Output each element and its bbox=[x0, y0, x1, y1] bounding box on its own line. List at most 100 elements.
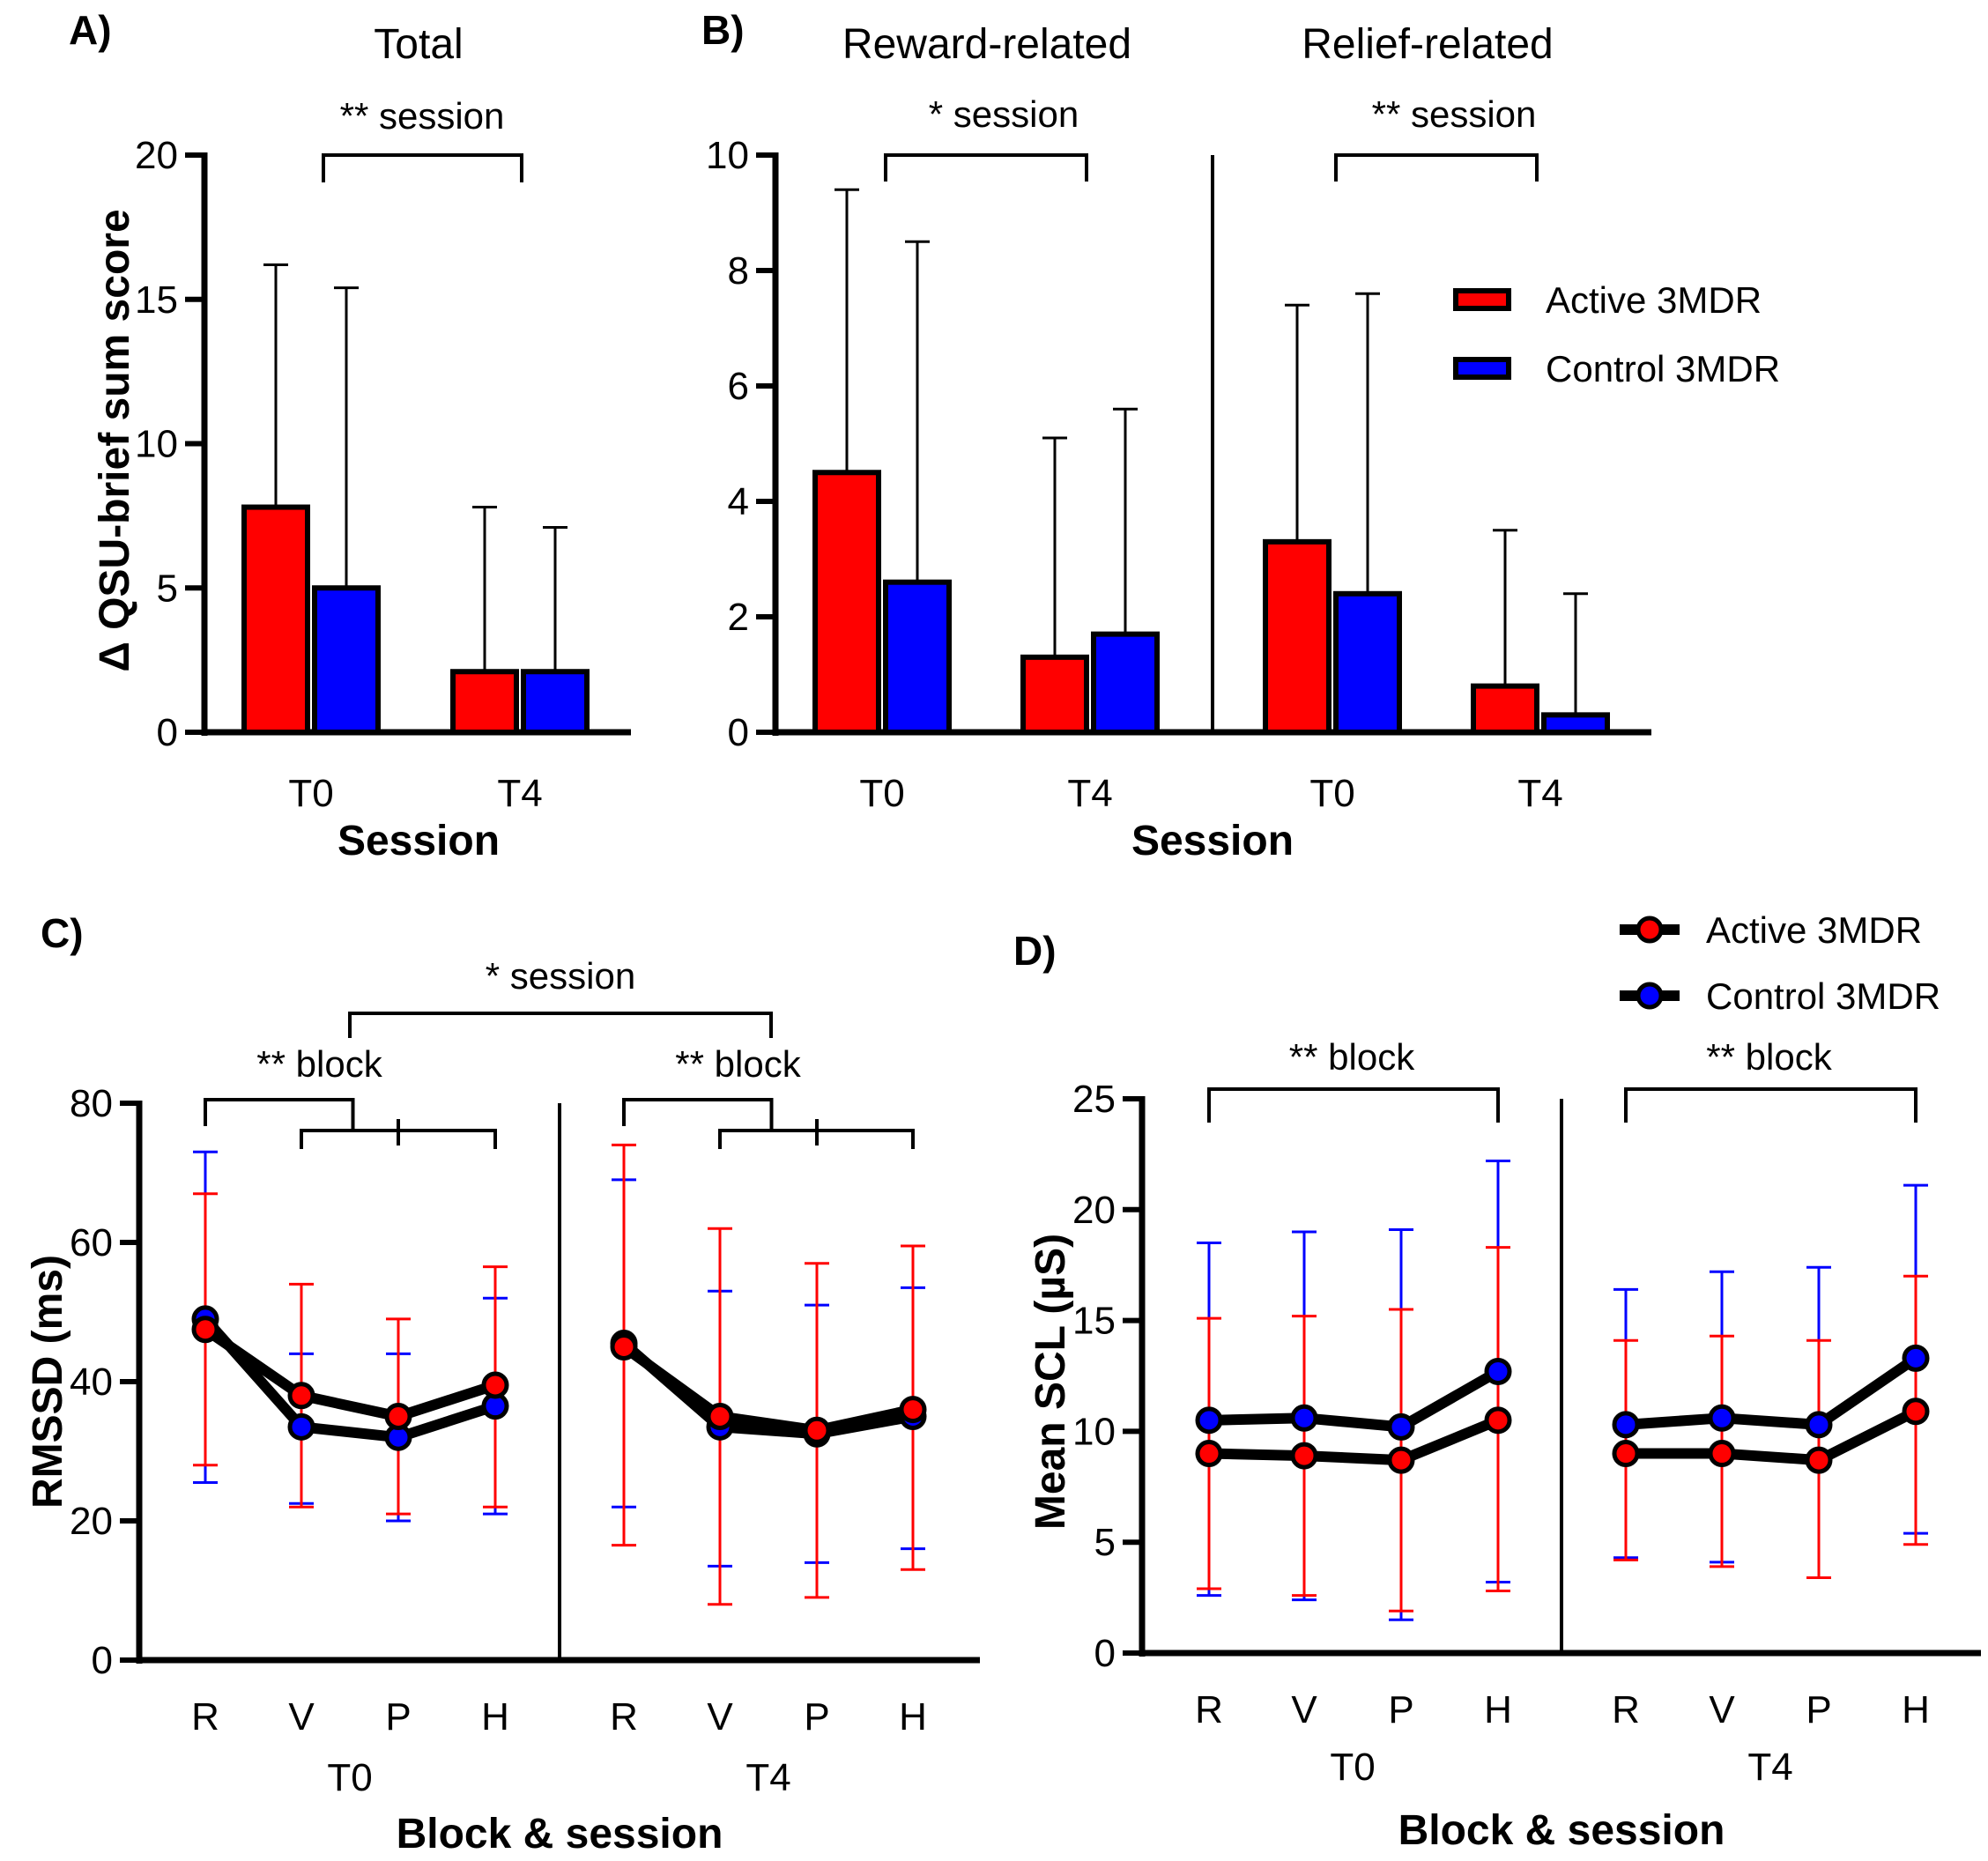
panel-d-t4-active-line bbox=[1621, 1405, 1921, 1466]
panel-b-relief-control-t4-bar bbox=[1541, 712, 1610, 735]
panel-d-t4-active-point bbox=[1612, 1440, 1640, 1468]
panel-d-y-axis-title: Mean SCL (µS) bbox=[1027, 1234, 1074, 1530]
panel-b-reward-active-t0-bar bbox=[812, 470, 881, 735]
panel-d-t0-active-line bbox=[1204, 1414, 1503, 1466]
panel-a-y-axis-title: Δ QSU-brief sum score bbox=[92, 209, 138, 671]
panel-c-t4-active-line bbox=[619, 1341, 918, 1436]
panel-d-legend-control-label: Control 3MDR bbox=[1706, 975, 1940, 1017]
panel-d-t4-session-label: T4 bbox=[1747, 1746, 1792, 1789]
panel-a-sig-bracket bbox=[322, 153, 523, 182]
panel-d-t0-block-bracket bbox=[1207, 1087, 1500, 1123]
panel-d-t4-control-point bbox=[1902, 1344, 1930, 1372]
panel-b-label: B) bbox=[701, 7, 745, 53]
panel-d-t0-control-point bbox=[1484, 1357, 1512, 1385]
panel-b-relief-control-t0-bar bbox=[1333, 590, 1402, 735]
panel-a-y-tick-label: 20 bbox=[135, 134, 178, 177]
panel-d-t4-block-bracket bbox=[1624, 1087, 1918, 1123]
panel-b-reward-title: Reward-related bbox=[842, 21, 1131, 68]
panel-d-t0-active-point bbox=[1290, 1442, 1318, 1470]
panel-c-t0-x-tick-label: H bbox=[481, 1695, 509, 1739]
panel-c-t4-active-point bbox=[706, 1403, 734, 1430]
panel-d-t0-x-tick-label: R bbox=[1195, 1688, 1223, 1731]
panel-b-relief-active-t0-bar bbox=[1263, 538, 1332, 735]
panel-d-t4-active-point bbox=[1708, 1440, 1736, 1468]
panel-c-y-tick-label: 40 bbox=[70, 1361, 113, 1404]
panel-c-t4-active-point bbox=[803, 1416, 831, 1444]
panel-d-legend-active-label: Active 3MDR bbox=[1706, 909, 1922, 951]
panel-b-relief-title: Relief-related bbox=[1302, 21, 1553, 68]
panel-d-legend-control-marker bbox=[1636, 982, 1664, 1010]
panel-b-y-tick-label: 8 bbox=[728, 249, 749, 293]
panel-d-t4-x-tick-label: H bbox=[1902, 1688, 1930, 1731]
panel-c-t0-control-line bbox=[200, 1313, 501, 1443]
panel-d-t4-active-point bbox=[1805, 1446, 1833, 1474]
panel-b-relief-active-t4-bar bbox=[1471, 683, 1539, 735]
panel-a-y-tick-label: 5 bbox=[157, 567, 178, 610]
panel-a-label: A) bbox=[69, 7, 112, 53]
panel-b-reward-control-t4-bar bbox=[1091, 631, 1160, 736]
panel-b-relief-sig-bracket bbox=[1334, 153, 1539, 182]
panel-c-y-tick-label: 60 bbox=[70, 1221, 113, 1264]
panel-c-y-tick-label: 20 bbox=[70, 1500, 113, 1543]
panel-c-t4-session-label: T4 bbox=[746, 1756, 790, 1799]
panel-d-t0-block-sig-label: ** block bbox=[1289, 1036, 1415, 1078]
panel-c-t4-x-tick-label: R bbox=[610, 1695, 638, 1739]
panel-d: D) 0 5 10 15 20 25 R V P H T0 R V P H T4 Block & session M… bbox=[1013, 909, 1981, 1854]
panel-d-y-tick-label: 15 bbox=[1072, 1300, 1116, 1343]
panel-b-y-tick-label: 2 bbox=[728, 596, 749, 639]
panel-a-title: Total bbox=[374, 21, 463, 68]
panel-b-relief-sig-label: ** session bbox=[1372, 93, 1537, 135]
panel-c-t4-x-tick-label: V bbox=[707, 1695, 733, 1739]
panel-b-y-tick-label: 4 bbox=[728, 480, 749, 523]
panel-b-legend-swatch-active bbox=[1453, 288, 1511, 311]
panel-c-t4-block-sig-label: ** block bbox=[675, 1043, 801, 1085]
panel-d-t4-control-line bbox=[1621, 1353, 1921, 1430]
panel-c-t0-block-bracket-bottom bbox=[300, 1119, 497, 1149]
panel-b-x-axis-title: Session bbox=[1131, 818, 1294, 864]
panel-d-t4-x-tick-label: V bbox=[1709, 1688, 1735, 1731]
panel-c-t0-session-label: T0 bbox=[327, 1756, 372, 1799]
panel-d-y-tick-label: 25 bbox=[1072, 1078, 1116, 1121]
panel-b: B) 0 2 4 6 8 10 Reward-related T0 T4 * session Reli… bbox=[701, 7, 1780, 864]
panel-d-t4-control-point bbox=[1708, 1404, 1736, 1432]
panel-c-t4-active-point bbox=[899, 1396, 927, 1424]
panel-c: C) 0 20 40 60 80 R V P H T0 R V P H T4 Block & session RM… bbox=[25, 910, 980, 1857]
panel-b-reward-sig-label: * session bbox=[929, 93, 1079, 135]
panel-b-legend-label-control: Control 3MDR bbox=[1546, 348, 1780, 389]
panel-a-active-t4-bar bbox=[450, 669, 519, 735]
panel-d-t0-active-point bbox=[1195, 1440, 1223, 1468]
panel-c-y-tick-label: 80 bbox=[70, 1082, 113, 1125]
panel-c-t0-block-bracket-top bbox=[204, 1098, 355, 1129]
panel-c-t0-active-point bbox=[287, 1382, 315, 1410]
panel-c-t0-active-point bbox=[191, 1316, 219, 1344]
panel-b-y-tick-label: 6 bbox=[728, 365, 749, 408]
panel-b-relief-x-tick-label: T0 bbox=[1309, 772, 1354, 815]
panel-c-label: C) bbox=[41, 910, 84, 956]
panel-c-t0-active-point bbox=[384, 1403, 412, 1430]
panel-c-t0-active-point bbox=[481, 1371, 509, 1399]
panel-d-t0-session-label: T0 bbox=[1330, 1746, 1375, 1789]
panel-c-t4-active-point bbox=[610, 1333, 638, 1361]
panel-c-t4-block-bracket-top bbox=[622, 1098, 774, 1129]
panel-d-t0-x-tick-label: P bbox=[1388, 1688, 1413, 1731]
panel-d-y-tick-label: 20 bbox=[1072, 1189, 1116, 1232]
panel-c-t4-x-tick-label: P bbox=[804, 1695, 829, 1739]
panel-a-control-t0-bar bbox=[312, 585, 381, 735]
panel-c-t0-x-tick-label: V bbox=[288, 1695, 315, 1739]
panel-c-session-sig-label: * session bbox=[486, 955, 635, 997]
panel-d-t0-control-line bbox=[1204, 1366, 1503, 1433]
panel-d-y-tick-label: 10 bbox=[1072, 1410, 1116, 1453]
panel-a-active-t0-bar bbox=[241, 504, 310, 735]
panel-d-t0-control-point bbox=[1290, 1404, 1318, 1432]
panel-a-x-axis-title: Session bbox=[338, 818, 500, 864]
panel-d-t0-x-tick-label: V bbox=[1291, 1688, 1317, 1731]
panel-c-y-axis-title: RMSSD (ms) bbox=[25, 1255, 71, 1509]
panel-a-y-tick-label: 0 bbox=[157, 711, 178, 754]
panel-d-legend-active-marker bbox=[1636, 916, 1664, 944]
panel-c-session-bracket bbox=[348, 1012, 773, 1038]
panel-b-y-tick-label: 10 bbox=[706, 134, 749, 177]
panel-d-t4-x-tick-label: P bbox=[1806, 1688, 1831, 1731]
panel-d-t4-block-sig-label: ** block bbox=[1706, 1036, 1832, 1078]
panel-c-t4-x-tick-label: H bbox=[899, 1695, 927, 1739]
